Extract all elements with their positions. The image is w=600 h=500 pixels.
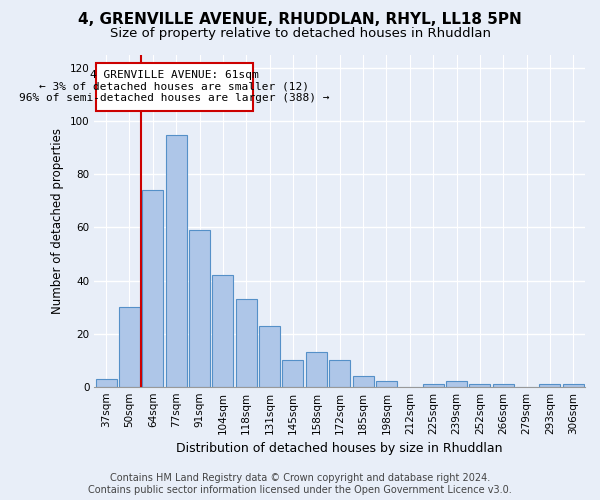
Text: Size of property relative to detached houses in Rhuddlan: Size of property relative to detached ho… <box>110 28 491 40</box>
X-axis label: Distribution of detached houses by size in Rhuddlan: Distribution of detached houses by size … <box>176 442 503 455</box>
FancyBboxPatch shape <box>95 63 253 110</box>
Bar <box>119 307 140 386</box>
Bar <box>306 352 327 386</box>
Bar <box>283 360 304 386</box>
Bar <box>539 384 560 386</box>
Bar <box>166 134 187 386</box>
Bar <box>493 384 514 386</box>
Bar <box>236 299 257 386</box>
Text: Contains HM Land Registry data © Crown copyright and database right 2024.
Contai: Contains HM Land Registry data © Crown c… <box>88 474 512 495</box>
Bar <box>446 382 467 386</box>
Text: 4, GRENVILLE AVENUE, RHUDDLAN, RHYL, LL18 5PN: 4, GRENVILLE AVENUE, RHUDDLAN, RHYL, LL1… <box>78 12 522 28</box>
Bar <box>376 382 397 386</box>
Bar <box>422 384 443 386</box>
Text: 4 GRENVILLE AVENUE: 61sqm
← 3% of detached houses are smaller (12)
96% of semi-d: 4 GRENVILLE AVENUE: 61sqm ← 3% of detach… <box>19 70 329 103</box>
Bar <box>469 384 490 386</box>
Y-axis label: Number of detached properties: Number of detached properties <box>51 128 64 314</box>
Bar <box>353 376 374 386</box>
Bar <box>563 384 584 386</box>
Bar <box>259 326 280 386</box>
Bar <box>212 275 233 386</box>
Bar <box>95 378 116 386</box>
Bar <box>189 230 210 386</box>
Bar <box>329 360 350 386</box>
Bar <box>142 190 163 386</box>
